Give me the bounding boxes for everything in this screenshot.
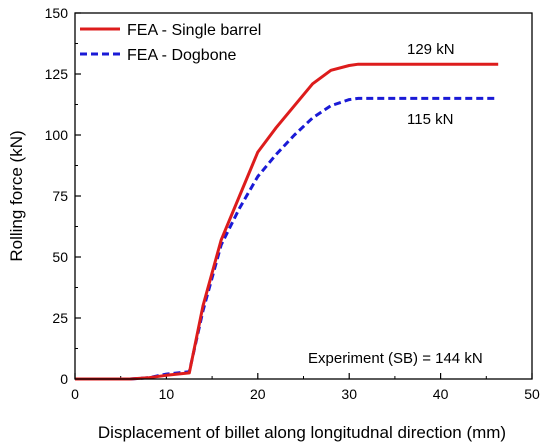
y-tick-label: 100 — [45, 127, 69, 143]
legend-label-dogbone: FEA - Dogbone — [127, 47, 237, 64]
x-axis-title: Displacement of billet along longitudnal… — [98, 423, 506, 442]
series-layer — [75, 62, 499, 381]
x-tick-label: 40 — [433, 386, 449, 402]
y-tick-label: 75 — [52, 188, 68, 204]
y-tick-label: 125 — [45, 66, 69, 82]
series-line-single-barrel — [75, 62, 499, 381]
annotation-single-barrel-peak: 129 kN — [407, 41, 455, 58]
annotation-dogbone-peak: 115 kN — [407, 111, 453, 128]
legend-label-single-barrel: FEA - Single barrel — [127, 22, 261, 39]
y-tick-label: 25 — [52, 310, 68, 326]
y-tick-label: 150 — [45, 5, 69, 21]
x-tick-label: 0 — [71, 386, 79, 402]
y-tick-label: 50 — [52, 249, 68, 265]
plot-frame — [74, 12, 533, 380]
legend: FEA - Single barrel FEA - Dogbone — [80, 22, 261, 64]
x-tick-label: 30 — [341, 386, 357, 402]
axis-ticks: 0 10 20 30 40 50 0 25 50 75 100 125 150 — [45, 5, 540, 402]
y-tick-label: 0 — [60, 371, 68, 387]
annotation-experiment: Experiment (SB) = 144 kN — [308, 350, 483, 367]
y-axis-title: Rolling force (kN) — [7, 130, 26, 261]
x-tick-label: 20 — [250, 386, 266, 402]
x-tick-label: 10 — [159, 386, 175, 402]
x-tick-label: 50 — [524, 386, 540, 402]
series-line-dogbone — [75, 96, 499, 381]
